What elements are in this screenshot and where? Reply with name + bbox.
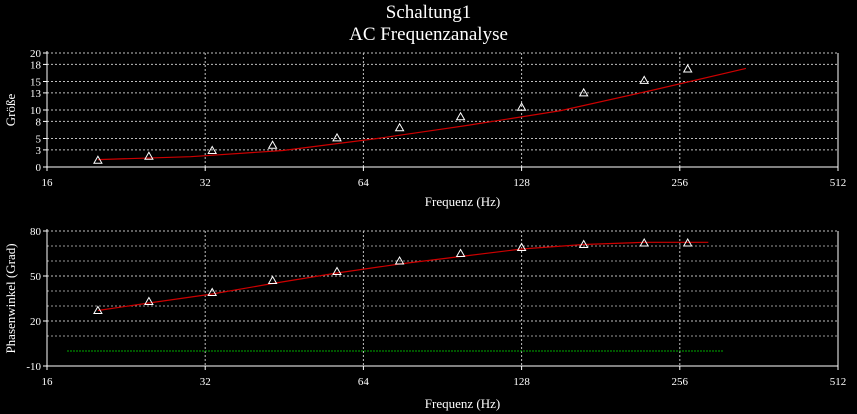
x-tick-label: 128	[513, 376, 530, 388]
data-point-marker	[455, 248, 466, 257]
data-point-marker	[93, 305, 103, 314]
data-point-marker	[267, 140, 278, 149]
data-point-marker	[639, 75, 650, 84]
x-tick-label: 32	[200, 177, 211, 189]
y-tick-label: 80	[30, 226, 42, 238]
data-point-marker	[93, 155, 103, 164]
x-tick-label: 64	[358, 376, 370, 388]
data-point-marker	[144, 151, 154, 160]
x-tick-label: 256	[672, 376, 689, 388]
x-tick-label: 16	[42, 376, 54, 388]
y-tick-label: 18	[30, 59, 42, 71]
y-tick-label: -10	[26, 361, 41, 373]
x-axis-label: Frequenz (Hz)	[425, 396, 500, 411]
x-tick-label: 512	[830, 177, 847, 189]
y-tick-label: 15	[30, 77, 42, 89]
x-tick-label: 64	[358, 177, 370, 189]
x-tick-label: 512	[830, 376, 847, 388]
chart-subtitle: AC Frequenzanalyse	[349, 24, 508, 45]
y-axis-label: Phasenwinkel (Grad)	[3, 243, 18, 353]
y-tick-label: 20	[30, 316, 42, 328]
y-tick-label: 13	[30, 88, 42, 100]
x-tick-label: 16	[42, 177, 54, 189]
y-tick-label: 20	[30, 48, 42, 60]
y-tick-label: 5	[36, 134, 42, 146]
data-point-marker	[516, 242, 527, 251]
chart-panel-2: -10 20 50 80 16 32 64 128 256 512 Frequenz (Hz) Pha…	[3, 226, 846, 411]
data-point-marker	[394, 255, 405, 265]
data-point-marker	[455, 111, 466, 121]
chart-title: Schaltung1	[385, 2, 472, 23]
x-axis-label: Frequenz (Hz)	[425, 194, 500, 209]
y-tick-label: 10	[30, 105, 42, 117]
x-tick-label: 32	[200, 376, 211, 388]
y-tick-label: 0	[36, 162, 42, 174]
data-point-marker	[394, 122, 405, 132]
data-point-marker	[332, 266, 342, 275]
data-point-marker	[332, 132, 342, 142]
x-tick-label: 128	[513, 177, 530, 189]
data-point-marker	[639, 237, 650, 247]
data-point-marker	[144, 296, 154, 305]
data-point-marker	[578, 87, 589, 97]
data-point-marker	[682, 63, 693, 73]
y-tick-label: 50	[30, 271, 42, 283]
x-tick-label: 256	[672, 177, 689, 189]
y-axis-label: Größe	[3, 94, 18, 127]
data-point-marker	[207, 145, 218, 154]
y-tick-label: 8	[36, 116, 42, 128]
data-point-marker	[267, 275, 278, 284]
series-line-1	[97, 67, 747, 161]
data-point-marker	[516, 102, 527, 111]
data-point-marker	[682, 237, 693, 247]
data-point-marker	[578, 239, 589, 248]
data-point-marker	[207, 287, 218, 296]
y-tick-label: 3	[36, 145, 42, 157]
